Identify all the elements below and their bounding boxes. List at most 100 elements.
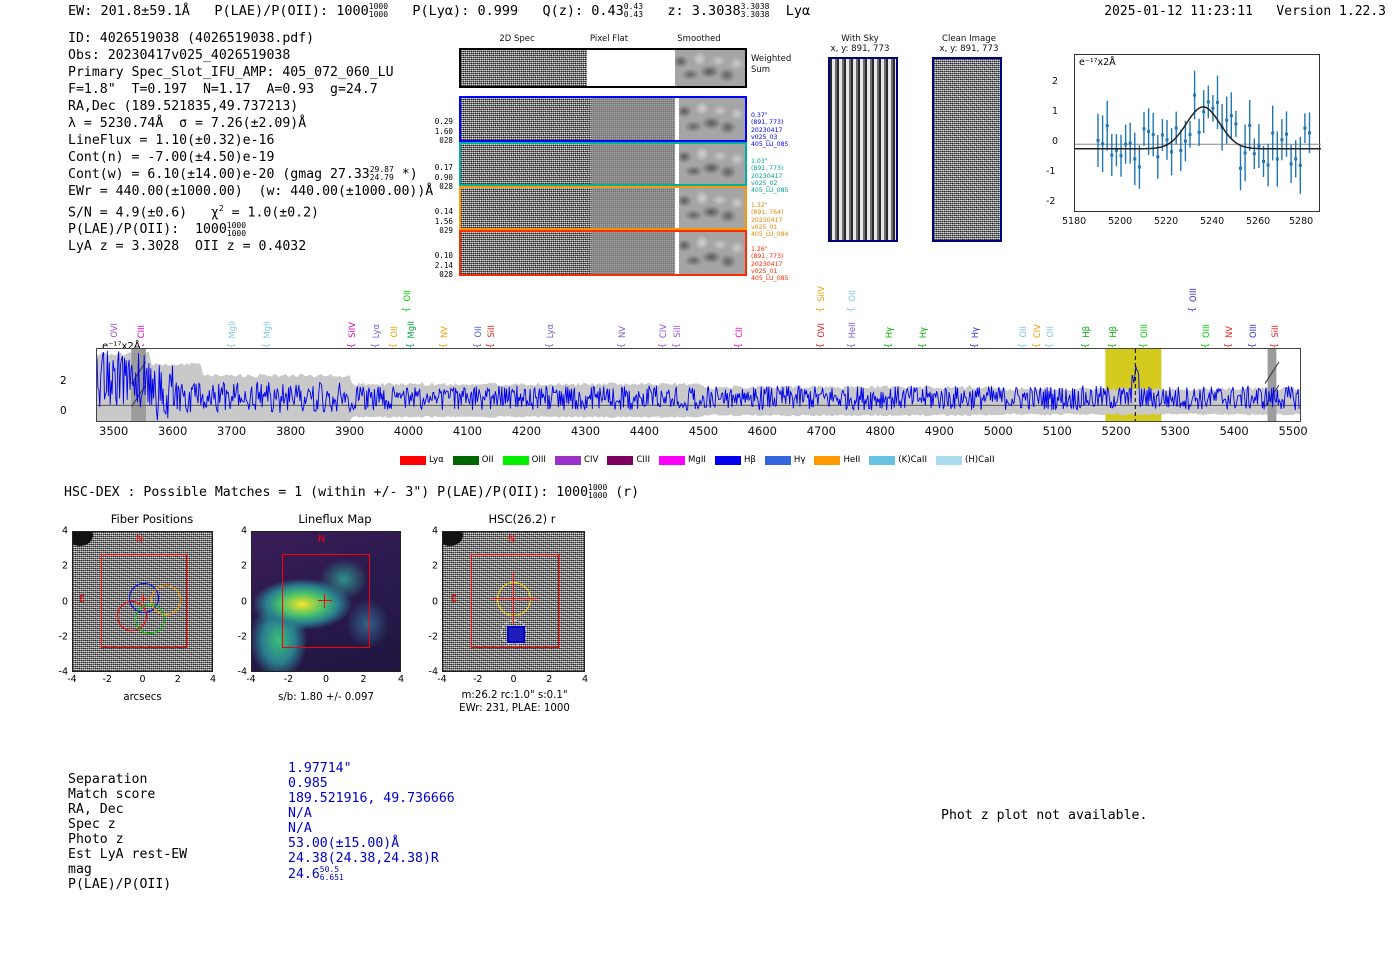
spectrum-xtick-3600: 3600	[158, 424, 188, 438]
info-line-seeing: F=1.8" T=0.197 N=1.17 A=0.93 g=24.7	[68, 82, 378, 97]
spec2d-col-header-smoothed: Smoothed	[677, 34, 721, 44]
detail-value-spec-z: N/A	[288, 806, 312, 821]
fiber-positions-image: N E	[72, 531, 213, 672]
panel-2-xtick-4: 4	[581, 674, 589, 685]
legend-label-9: (K)CaII	[898, 455, 927, 465]
legend-label-0: Lyα	[429, 455, 444, 465]
header-z-stack: 3.3038 3.3038	[740, 2, 770, 20]
panel-0-xtick-0: -4	[67, 674, 77, 685]
inset-ytick-1: 1	[1052, 106, 1059, 117]
lineflux-y-axis: -4 -2 0 2 4	[231, 526, 249, 678]
panel-1-xtick-4: 4	[397, 674, 405, 685]
emission-line-label-NV-13: NV	[617, 326, 628, 338]
hsc-x-axis: -4 -2 0 2 4	[437, 674, 589, 688]
spec2d-row-2-meta: 1.03" (891, 773) 20230417 v025_02 405_LU_085	[751, 157, 789, 195]
emission-line-label-OIII-31: OIII	[1187, 287, 1198, 302]
spectrum-xtick-5500: 5500	[1278, 424, 1308, 438]
detail-value-mag: 24.38(24.38,24.38)R	[288, 851, 439, 866]
spectrum-xtick-4900: 4900	[924, 424, 954, 438]
info-line-redshifts: LyA z = 3.3028 OII z = 0.4032	[68, 239, 307, 255]
emission-line-label-Ly-5: Lyα	[371, 323, 382, 338]
spectrum-xtick-3900: 3900	[334, 424, 365, 438]
hsc-y-axis: -4 -2 0 2 4	[422, 526, 440, 678]
panel-1-ytick-2: 0	[240, 596, 247, 607]
panel-2-xtick-2: 0	[510, 674, 517, 685]
emission-line-label-SiII-34: SiII	[1270, 325, 1281, 338]
lineflux-map-image: N	[251, 531, 401, 672]
legend-item-CIV: CIV	[554, 455, 598, 465]
cutout-title-with-sky: With Sky x, y: 891, 773	[830, 34, 890, 55]
panel-2-xtick-3: 2	[546, 674, 553, 685]
legend-label-2: OIII	[531, 455, 546, 465]
spectrum-xtick-4000: 4000	[393, 424, 424, 438]
info-line-snr: S/N = 4.9(±0.6) χ2 = 1.0(±0.2)	[68, 204, 319, 221]
fiber-ifu-footprint	[101, 554, 187, 648]
plae2-stack: 1000 1000	[226, 220, 247, 238]
emission-line-label-SiII-11: SiII	[486, 325, 497, 338]
panel-title-lineflux-map: Lineflux Map	[298, 512, 372, 526]
spectrum-xtick-5300: 5300	[1160, 424, 1190, 438]
legend-item-KCaII: (K)CaII	[869, 455, 927, 465]
cutout-clean-image	[932, 57, 1002, 242]
spectrum-legend: Lyα OII OIII CIV CIII MgII Hβ Hγ HeII (K)CaII (H)C…	[400, 455, 995, 465]
panel-0-xtick-3: 2	[174, 674, 181, 685]
spec2d-row-3-meta: 1.32" (891, 764) 20230417 v025_01 405_LU_084	[751, 201, 789, 239]
fiber-x-axis: -4 -2 0 2 4	[67, 674, 216, 688]
line-fit-inset-plot: e⁻¹⁷x2Å 2 1 0 -1 -2 5180 5200 5220 5240 …	[1036, 48, 1326, 238]
spectrum-xtick-5100: 5100	[1042, 424, 1072, 438]
emission-line-brace-31: {	[1187, 306, 1198, 312]
spec2d-row-1-values: 0.29 1.60 028	[434, 117, 453, 146]
lineflux-x-axis: -4 -2 0 2 4	[246, 674, 405, 688]
panel-1-xtick-1: -2	[283, 674, 294, 685]
full-spectrum-plot	[96, 348, 1301, 422]
panel-0-ytick-0: -4	[58, 666, 68, 678]
inset-ytick-0: 0	[1052, 136, 1059, 147]
spectrum-ytick-0: 0	[60, 405, 67, 417]
emission-line-label-H-22: Hγ	[917, 326, 928, 338]
spec2d-row-1-meta: 0.37" (891, 773) 20230417 v025_03 405_LU_085	[751, 111, 789, 149]
detail-key-ra-dec: RA, Dec	[68, 802, 124, 817]
spectrum-xtick-4100: 4100	[452, 424, 483, 438]
cutout-with-sky-image	[828, 57, 898, 242]
emission-line-label-OII-10: OII	[473, 326, 484, 338]
legend-label-7: Hγ	[793, 455, 806, 465]
panel-1-xtick-3: 2	[360, 674, 367, 685]
spec2d-row-fiber-1	[459, 96, 747, 142]
header-plae-stack: 1000 1000	[368, 2, 389, 20]
spectrum-xtick-4400: 4400	[629, 424, 660, 438]
fiber-east-label: E	[79, 594, 86, 605]
emission-line-label-H-21: Hγ	[884, 326, 895, 338]
fiber-y-axis: -4 -2 0 2 4	[52, 526, 70, 678]
detail-value-match-score: 0.985	[288, 776, 328, 791]
legend-label-4: CIII	[636, 455, 650, 465]
legend-item-CIII: CIII	[607, 455, 650, 465]
dex-plae-stack: 1000 1000	[588, 483, 608, 501]
inset-unit-label: e⁻¹⁷x2Å	[1079, 57, 1116, 68]
emission-line-label-OVI-17: OVI	[816, 323, 827, 338]
emission-line-label-MgII-3: MgII	[262, 320, 272, 338]
info-line-ewr: EWr = 440.00(±1000.00) (w: 440.00(±1000.…	[68, 184, 434, 199]
spectrum-xtick-row: 3500 3600 3700 3800 3900 4000 4100 4200 4300 4400…	[96, 424, 1308, 442]
spec2d-row-fiber-4	[459, 230, 747, 276]
emission-line-label-row: OVI{CIII{MgII{MgII{SiIV{Lyα{OII{MgII{OII…	[96, 270, 1299, 348]
inset-ytick-m1: -1	[1046, 166, 1056, 177]
header-summary-line: EW: 201.8±59.1Å P(LAE)/P(OII): 1000 1000 1…	[68, 3, 810, 20]
spec2d-row-weighted-sum	[459, 48, 747, 88]
panel-0-ytick-2: 0	[61, 596, 68, 607]
timestamp: 2025-01-12 11:23:11	[1104, 4, 1253, 19]
inset-xtick-5200: 5200	[1108, 216, 1133, 227]
emission-line-label-Ly-12: Lyα	[545, 323, 556, 338]
spec2d-row-4-meta: 1.26" (891, 773) 20230417 v025_01 405_LU_085	[751, 245, 789, 283]
panel-1-ytick-4: 4	[240, 525, 247, 537]
info-line-plae: P(LAE)/P(OII): 1000 1000 1000	[68, 220, 247, 238]
inset-xtick-5260: 5260	[1246, 216, 1271, 227]
emission-line-label-OII-24: OII	[1018, 326, 1029, 338]
inset-xtick-5240: 5240	[1200, 216, 1225, 227]
legend-swatch-0	[400, 455, 426, 465]
spectrum-xtick-5200: 5200	[1101, 424, 1131, 438]
emission-line-label-NV-32: NV	[1224, 326, 1235, 338]
spectrum-xtick-3800: 3800	[275, 424, 306, 438]
dex-filter: (r)	[615, 484, 640, 500]
detail-key-photo-z: Photo z	[68, 832, 124, 847]
legend-item-OII: OII	[452, 455, 494, 465]
